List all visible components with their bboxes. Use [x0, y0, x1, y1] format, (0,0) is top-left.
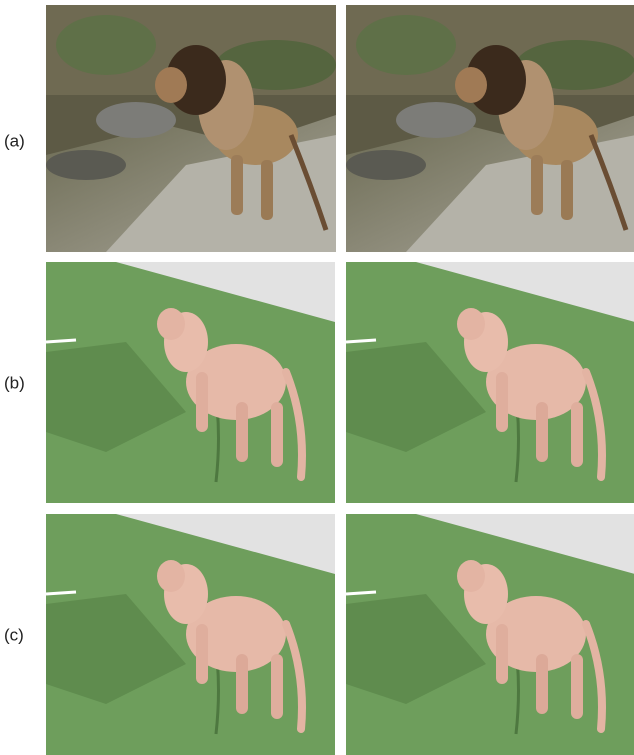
- image-b-left: [46, 262, 335, 503]
- figure: (a) (b) (c): [0, 0, 634, 755]
- page: (a) (b) (c) (() => { const data = JSON.p…: [0, 0, 634, 755]
- image-c-left: [46, 514, 335, 755]
- row-label: (c): [4, 625, 24, 644]
- image-a-left: [46, 5, 336, 252]
- image-b-right: [346, 262, 634, 503]
- row-label: (b): [4, 373, 25, 392]
- row-label: (a): [4, 131, 25, 150]
- image-c-right: [346, 514, 634, 755]
- image-a-right: [346, 5, 634, 252]
